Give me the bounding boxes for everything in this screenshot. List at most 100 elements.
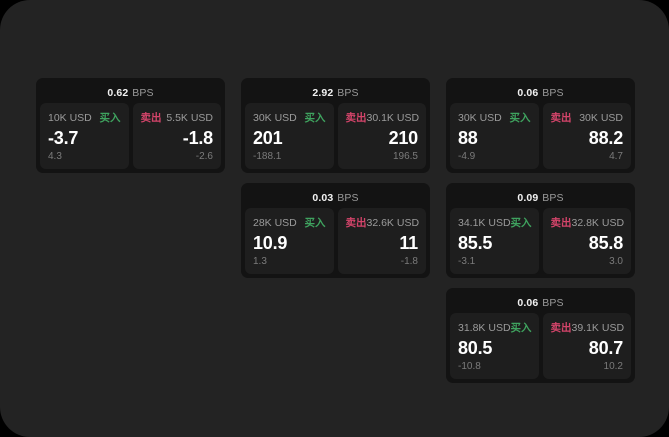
bps-unit-label: BPS <box>542 296 564 309</box>
buy-side-label: 买入 <box>99 112 121 124</box>
sell-size-label: 39.1K USD <box>571 321 625 334</box>
buy-pane[interactable]: 30K USD 买入 201 -188.1 <box>245 103 334 169</box>
card-header: 0.06 BPS <box>450 292 631 313</box>
pane-top-row: 卖出 30.1K USD <box>345 111 420 125</box>
pane-top-row: 34.1K USD 买入 <box>458 216 532 230</box>
quote-board: 0.62 BPS 10K USD 买入 -3.7 4.3 卖出 5.5K USD -1.8 -2.… <box>36 78 636 383</box>
sell-secondary-value: -1.8 <box>400 256 418 267</box>
card-panes: 10K USD 买入 -3.7 4.3 卖出 5.5K USD -1.8 -2.6 <box>40 103 221 169</box>
pane-top-row: 卖出 30K USD <box>550 111 624 125</box>
sell-side-label: 卖出 <box>550 217 572 229</box>
sell-price-value: 80.7 <box>588 338 623 358</box>
quote-card[interactable]: 0.06 BPS 31.8K USD 买入 80.5 -10.8 卖出 39.1K USD 80… <box>446 288 635 383</box>
sell-size-label: 30K USD <box>579 111 623 124</box>
sell-side-label: 卖出 <box>140 112 162 124</box>
pane-top-row: 卖出 32.6K USD <box>345 216 420 230</box>
sell-pane[interactable]: 卖出 30K USD 88.2 4.7 <box>542 103 631 169</box>
quote-card[interactable]: 0.09 BPS 34.1K USD 买入 85.5 -3.1 卖出 32.8K USD 85.… <box>446 183 635 278</box>
sell-secondary-value: 3.0 <box>609 256 623 267</box>
buy-secondary-value: -4.9 <box>458 151 476 162</box>
sell-pane[interactable]: 卖出 39.1K USD 80.7 10.2 <box>542 313 631 379</box>
card-panes: 28K USD 买入 10.9 1.3 卖出 32.6K USD 11 -1.8 <box>245 208 426 274</box>
pane-top-row: 30K USD 买入 <box>253 111 326 125</box>
buy-size-label: 28K USD <box>253 216 297 229</box>
bps-unit-label: BPS <box>542 86 564 99</box>
buy-pane[interactable]: 28K USD 买入 10.9 1.3 <box>245 208 334 274</box>
buy-price-value: 88 <box>458 128 478 148</box>
buy-secondary-value: -3.1 <box>458 256 476 267</box>
pane-top-row: 卖出 32.8K USD <box>550 216 625 230</box>
buy-secondary-value: -188.1 <box>253 151 282 162</box>
sell-price-value: -1.8 <box>182 128 213 148</box>
sell-side-label: 卖出 <box>345 217 367 229</box>
buy-side-label: 买入 <box>510 217 532 229</box>
buy-price-value: -3.7 <box>48 128 79 148</box>
buy-secondary-value: 4.3 <box>48 151 62 162</box>
buy-price-value: 10.9 <box>253 233 288 253</box>
buy-size-label: 31.8K USD <box>458 321 511 334</box>
buy-pane[interactable]: 10K USD 买入 -3.7 4.3 <box>40 103 129 169</box>
quote-column: 2.92 BPS 30K USD 买入 201 -188.1 卖出 30.1K USD 210 1… <box>241 78 430 278</box>
card-panes: 30K USD 买入 201 -188.1 卖出 30.1K USD 210 196.5 <box>245 103 426 169</box>
pane-top-row: 卖出 39.1K USD <box>550 321 625 335</box>
buy-price-value: 85.5 <box>458 233 493 253</box>
quote-card[interactable]: 0.62 BPS 10K USD 买入 -3.7 4.3 卖出 5.5K USD -1.8 -2.… <box>36 78 225 173</box>
buy-price-value: 201 <box>253 128 283 148</box>
sell-side-label: 卖出 <box>345 112 367 124</box>
bps-unit-label: BPS <box>132 86 154 99</box>
sell-size-label: 5.5K USD <box>166 111 213 124</box>
sell-secondary-value: 10.2 <box>603 361 623 372</box>
sell-pane[interactable]: 卖出 5.5K USD -1.8 -2.6 <box>132 103 221 169</box>
buy-side-label: 买入 <box>509 112 531 124</box>
sell-price-value: 11 <box>399 233 418 253</box>
buy-pane[interactable]: 30K USD 买入 88 -4.9 <box>450 103 539 169</box>
sell-side-label: 卖出 <box>550 322 572 334</box>
buy-secondary-value: 1.3 <box>253 256 267 267</box>
card-header: 0.62 BPS <box>40 82 221 103</box>
buy-size-label: 30K USD <box>253 111 297 124</box>
pane-top-row: 卖出 5.5K USD <box>140 111 214 125</box>
sell-secondary-value: 4.7 <box>609 151 623 162</box>
card-header: 0.06 BPS <box>450 82 631 103</box>
quote-card[interactable]: 0.03 BPS 28K USD 买入 10.9 1.3 卖出 32.6K USD 11 -1.8 <box>241 183 430 278</box>
sell-size-label: 30.1K USD <box>366 111 420 124</box>
sell-secondary-value: 196.5 <box>392 151 418 162</box>
pane-top-row: 10K USD 买入 <box>48 111 121 125</box>
card-header: 0.03 BPS <box>245 187 426 208</box>
bps-value: 0.09 <box>517 191 539 204</box>
buy-side-label: 买入 <box>304 112 326 124</box>
buy-size-label: 10K USD <box>48 111 92 124</box>
bps-value: 0.06 <box>517 296 539 309</box>
card-panes: 30K USD 买入 88 -4.9 卖出 30K USD 88.2 4.7 <box>450 103 631 169</box>
pane-top-row: 31.8K USD 买入 <box>458 321 532 335</box>
card-panes: 31.8K USD 买入 80.5 -10.8 卖出 39.1K USD 80.7 10.2 <box>450 313 631 379</box>
buy-side-label: 买入 <box>510 322 532 334</box>
buy-pane[interactable]: 34.1K USD 买入 85.5 -3.1 <box>450 208 539 274</box>
bps-value: 0.03 <box>312 191 334 204</box>
bps-unit-label: BPS <box>542 191 564 204</box>
sell-size-label: 32.6K USD <box>366 216 420 229</box>
bps-value: 2.92 <box>312 86 334 99</box>
card-panes: 34.1K USD 买入 85.5 -3.1 卖出 32.8K USD 85.8 3.0 <box>450 208 631 274</box>
quote-column: 0.62 BPS 10K USD 买入 -3.7 4.3 卖出 5.5K USD -1.8 -2.… <box>36 78 225 173</box>
buy-price-value: 80.5 <box>458 338 493 358</box>
pane-top-row: 28K USD 买入 <box>253 216 326 230</box>
buy-pane[interactable]: 31.8K USD 买入 80.5 -10.8 <box>450 313 539 379</box>
quote-column: 0.06 BPS 30K USD 买入 88 -4.9 卖出 30K USD 88.2 4.7 0.… <box>446 78 635 383</box>
sell-pane[interactable]: 卖出 32.6K USD 11 -1.8 <box>337 208 426 274</box>
bps-value: 0.62 <box>107 86 129 99</box>
sell-side-label: 卖出 <box>550 112 572 124</box>
card-header: 2.92 BPS <box>245 82 426 103</box>
sell-secondary-value: -2.6 <box>195 151 213 162</box>
buy-size-label: 30K USD <box>458 111 502 124</box>
card-header: 0.09 BPS <box>450 187 631 208</box>
pane-top-row: 30K USD 买入 <box>458 111 531 125</box>
buy-secondary-value: -10.8 <box>458 361 481 372</box>
sell-pane[interactable]: 卖出 30.1K USD 210 196.5 <box>337 103 426 169</box>
quote-card[interactable]: 0.06 BPS 30K USD 买入 88 -4.9 卖出 30K USD 88.2 4.7 <box>446 78 635 173</box>
sell-pane[interactable]: 卖出 32.8K USD 85.8 3.0 <box>542 208 631 274</box>
quote-card[interactable]: 2.92 BPS 30K USD 买入 201 -188.1 卖出 30.1K USD 210 1… <box>241 78 430 173</box>
bps-unit-label: BPS <box>337 86 359 99</box>
sell-price-value: 88.2 <box>588 128 623 148</box>
bps-unit-label: BPS <box>337 191 359 204</box>
